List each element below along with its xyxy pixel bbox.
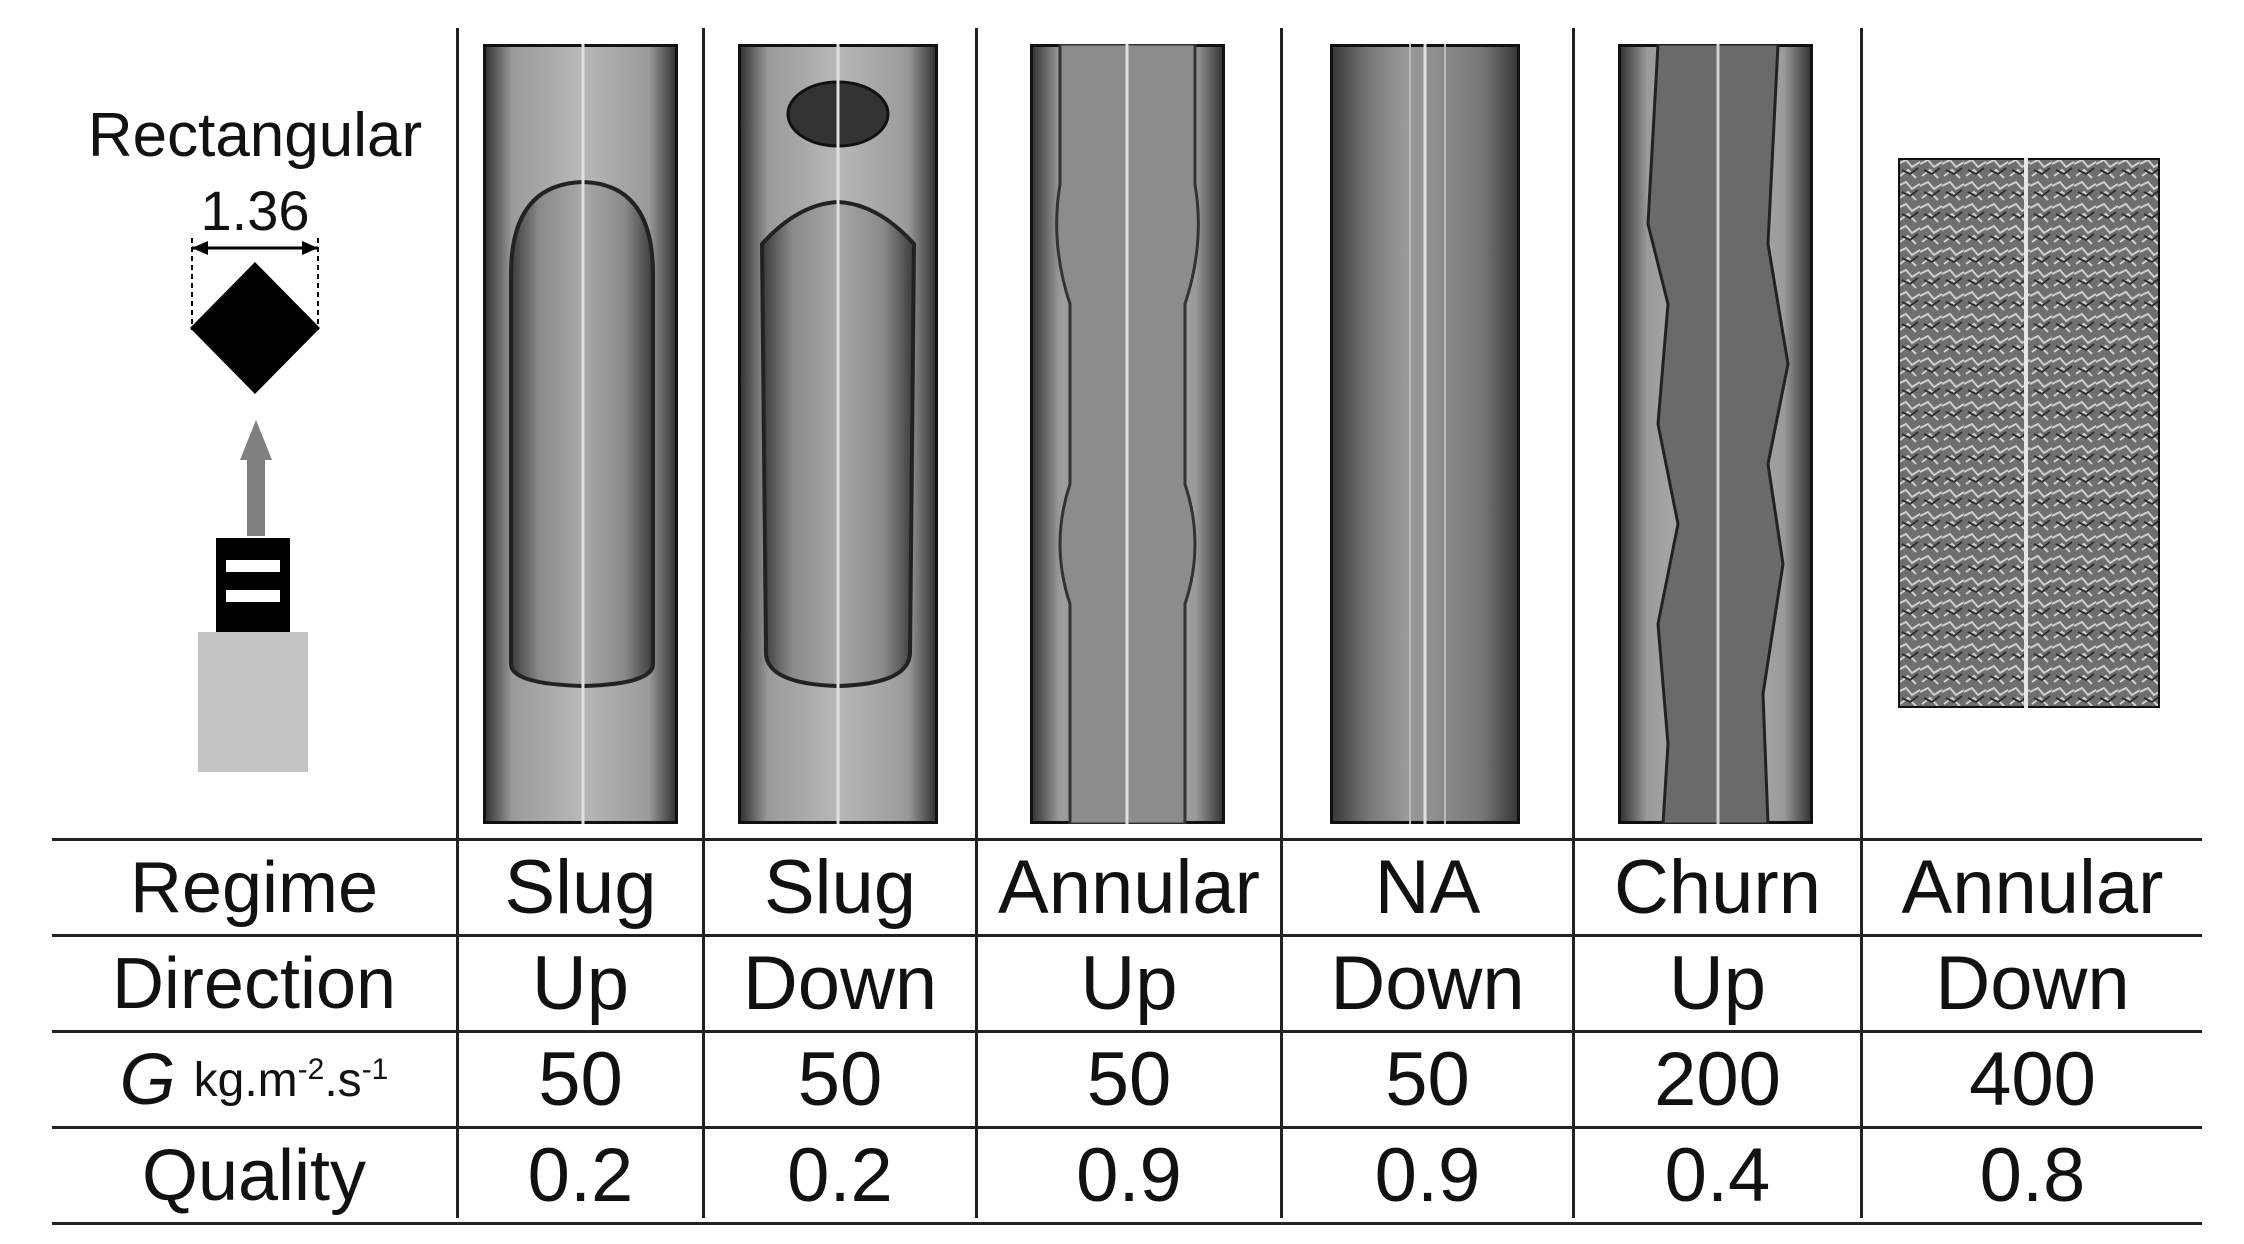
- cell-quality: 0.8: [1979, 1132, 2086, 1218]
- camera-top: [216, 538, 290, 632]
- row-divider: [52, 934, 2202, 937]
- cell-mass-flux: 50: [1385, 1036, 1470, 1122]
- cell-quality: 0.9: [1076, 1132, 1182, 1218]
- col-divider: [456, 28, 459, 1218]
- cell-direction: Up: [1080, 940, 1178, 1026]
- flow-arrow-shaft: [247, 458, 265, 536]
- cell-quality: 0.9: [1374, 1132, 1481, 1218]
- photo-na-down: [1330, 44, 1520, 824]
- row-divider: [52, 1126, 2202, 1129]
- col-divider: [1572, 28, 1575, 1218]
- cell-direction: Down: [1935, 940, 2130, 1026]
- cell-direction: Down: [742, 940, 938, 1026]
- channel-shape-label: Rectangular: [87, 101, 423, 170]
- col-divider: [1860, 28, 1863, 1218]
- row-label-mass-flux: G kg.m-2.s-1: [52, 1033, 456, 1126]
- channel-schematic: [190, 238, 320, 772]
- flow-arrow-head: [240, 420, 272, 460]
- camera-base: [198, 632, 308, 772]
- cell-direction: Up: [1668, 940, 1767, 1026]
- cell-mass-flux: 50: [538, 1036, 623, 1122]
- camera-stripe-1: [226, 560, 280, 572]
- cell-regime: Slug: [504, 844, 657, 930]
- photo-slug-down: [738, 44, 938, 824]
- row-divider: [52, 1222, 2202, 1225]
- channel-dimension-label: 1.36: [200, 179, 310, 242]
- mass-flux-unit: kg.m-2.s-1: [193, 1052, 389, 1107]
- cell-quality: 0.2: [527, 1132, 634, 1218]
- cell-mass-flux: 50: [1086, 1036, 1172, 1122]
- cell-mass-flux: 50: [797, 1036, 883, 1122]
- cross-section-shape: [190, 262, 320, 394]
- cell-quality: 0.2: [787, 1132, 893, 1218]
- dimension-arrow-left: [192, 241, 208, 255]
- cell-mass-flux: 200: [1654, 1036, 1781, 1122]
- cell-regime: Annular: [998, 844, 1260, 930]
- row-label-direction: Direction: [111, 943, 397, 1024]
- photo-churn-up: [1618, 44, 1813, 824]
- col-divider: [1280, 28, 1283, 1218]
- cell-regime: Churn: [1614, 844, 1821, 930]
- cell-regime: Slug: [763, 844, 917, 930]
- camera-stripe-2: [226, 590, 280, 602]
- mass-flux-symbol: G: [119, 1039, 176, 1120]
- dimension-arrow-right: [302, 241, 318, 255]
- cell-direction: Up: [531, 940, 630, 1026]
- cell-direction: Down: [1330, 940, 1525, 1026]
- photo-slug-up: [483, 44, 678, 824]
- row-label-quality: Quality: [141, 1135, 367, 1216]
- cell-regime: NA: [1374, 844, 1481, 930]
- row-divider: [52, 838, 2202, 841]
- cell-quality: 0.4: [1664, 1132, 1771, 1218]
- row-label-regime: Regime: [129, 847, 379, 928]
- col-divider: [975, 28, 978, 1218]
- photo-annular-up: [1030, 44, 1225, 824]
- photo-annular-down: [1898, 158, 2160, 708]
- row-divider: [52, 1030, 2202, 1033]
- col-divider: [702, 28, 705, 1218]
- cell-mass-flux: 400: [1969, 1036, 2096, 1122]
- cell-regime: Annular: [1901, 844, 2164, 930]
